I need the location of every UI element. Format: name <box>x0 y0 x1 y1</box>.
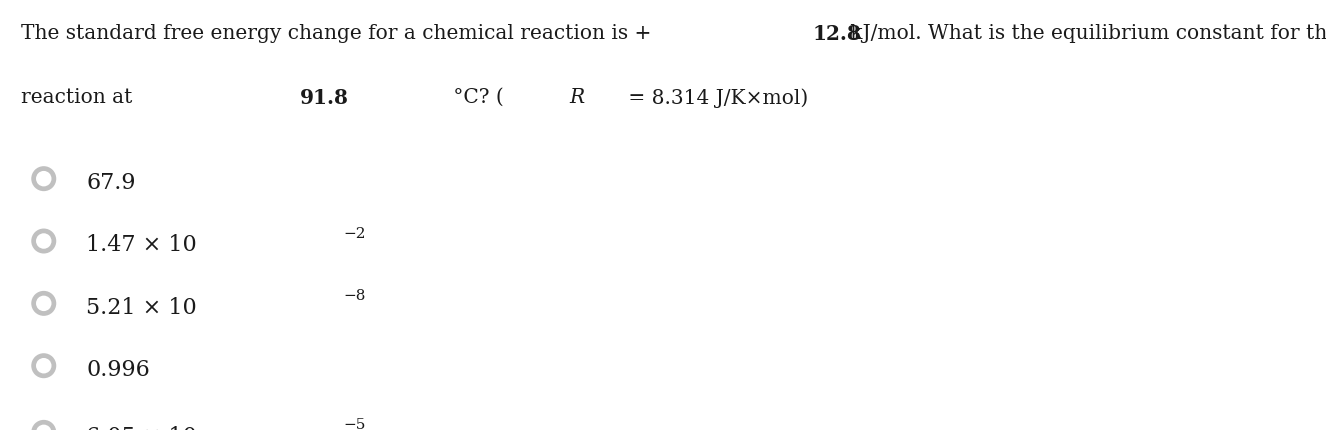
Text: 1.47 × 10: 1.47 × 10 <box>86 234 198 256</box>
Ellipse shape <box>36 233 52 249</box>
Text: R: R <box>569 88 585 107</box>
Text: kJ/mol. What is the equilibrium constant for the: kJ/mol. What is the equilibrium constant… <box>845 24 1326 43</box>
Ellipse shape <box>32 228 56 254</box>
Text: = 8.314 J/K×mol): = 8.314 J/K×mol) <box>622 88 808 108</box>
Ellipse shape <box>36 171 52 187</box>
Text: 67.9: 67.9 <box>86 172 135 194</box>
Ellipse shape <box>32 166 56 191</box>
Text: 5.21 × 10: 5.21 × 10 <box>86 297 198 319</box>
Text: −5: −5 <box>343 418 366 430</box>
Ellipse shape <box>32 291 56 316</box>
Text: 12.8: 12.8 <box>813 24 862 44</box>
Text: 91.8: 91.8 <box>300 88 349 108</box>
Text: −2: −2 <box>343 227 366 241</box>
Ellipse shape <box>32 420 56 430</box>
Ellipse shape <box>36 295 52 311</box>
Text: 0.996: 0.996 <box>86 359 150 381</box>
Ellipse shape <box>36 358 52 374</box>
Text: °C? (: °C? ( <box>447 88 504 107</box>
Ellipse shape <box>36 424 52 430</box>
Text: The standard free energy change for a chemical reaction is +: The standard free energy change for a ch… <box>21 24 651 43</box>
Text: reaction at: reaction at <box>21 88 139 107</box>
Text: −8: −8 <box>343 289 366 303</box>
Text: 6.05 × 10: 6.05 × 10 <box>86 426 198 430</box>
Ellipse shape <box>32 353 56 378</box>
